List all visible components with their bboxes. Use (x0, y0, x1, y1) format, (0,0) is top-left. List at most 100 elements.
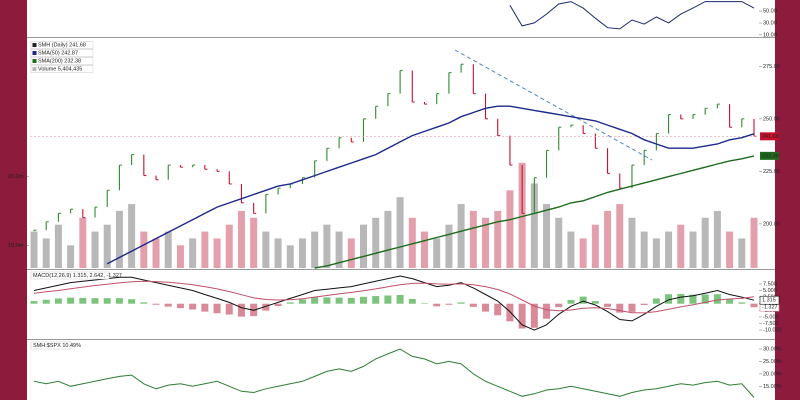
volume-bar (482, 217, 490, 268)
histogram-bar (738, 302, 746, 304)
volume-bar (640, 231, 648, 268)
volume-bar (384, 210, 392, 268)
histogram-bar (482, 303, 490, 312)
volume-bar (30, 231, 38, 268)
histogram-bar (152, 303, 160, 305)
histogram-bar (274, 303, 282, 307)
histogram-bar (213, 303, 221, 314)
volume-bar (67, 245, 75, 268)
last-price-box (760, 132, 779, 141)
histogram-bar (323, 297, 331, 304)
volume-bar (128, 204, 136, 268)
volume-bar (79, 217, 87, 268)
histogram-bar (665, 294, 673, 304)
volume-bar (213, 238, 221, 268)
volume-bar (421, 231, 429, 268)
volume-bar (189, 238, 197, 268)
histogram-bar (396, 295, 404, 304)
histogram-bar (579, 296, 587, 304)
trend-line (454, 49, 653, 161)
y-tick-label: 25.00% (763, 359, 782, 365)
volume-bar (726, 231, 734, 268)
volume-bar (225, 224, 233, 268)
y-tick-label: 200.00 (763, 221, 780, 227)
histogram-bar (616, 303, 624, 313)
y-tick-label: 20.00% (763, 371, 782, 377)
volume-bar (518, 162, 526, 268)
volume-bar (579, 238, 587, 268)
volume-bar (652, 238, 660, 268)
histogram-bar (604, 303, 612, 307)
histogram-bar (372, 296, 380, 304)
volume-bar (591, 224, 599, 268)
y-tick-label: -7.500 (763, 321, 779, 327)
histogram-bar (140, 302, 148, 304)
histogram-bar (335, 297, 343, 304)
volume-bar (445, 224, 453, 268)
histogram-bar (421, 303, 429, 304)
volume-bar (335, 231, 343, 268)
y-tick-label: 7.500 (763, 281, 777, 287)
series-line (33, 348, 755, 398)
volume-bar (665, 231, 673, 268)
histogram-bar (750, 303, 758, 308)
histogram-bar (677, 293, 685, 304)
volume-bar (237, 210, 245, 268)
series-line (509, 1, 755, 30)
histogram-bar (713, 294, 721, 304)
legend-label: SMH (Daily) 241.68 (38, 42, 86, 48)
volume-bar (530, 183, 538, 268)
volume-bar (286, 245, 294, 268)
volume-bar (262, 231, 270, 268)
series-line (106, 105, 755, 265)
series-line (33, 280, 755, 314)
panel-title: SMH:$SPX 10.49% (33, 343, 81, 349)
histogram-bar (726, 299, 734, 304)
volume-bar (433, 238, 441, 268)
legend-box (30, 49, 94, 57)
histogram-bar (445, 303, 453, 305)
volume-bar (457, 204, 465, 268)
histogram-bar (286, 302, 294, 304)
histogram-bar (189, 303, 197, 310)
volume-bar (103, 224, 111, 268)
y2-tick-label: 10.0m (8, 243, 24, 249)
legend-swatch (32, 59, 37, 63)
volume-bar (274, 238, 282, 268)
volume-bar (176, 245, 184, 268)
histogram-bar (176, 303, 184, 309)
histogram-bar (42, 299, 50, 304)
histogram-bar (30, 301, 38, 304)
volume-bar (152, 238, 160, 268)
volume-bar (91, 231, 99, 268)
panel-title-box (30, 271, 110, 280)
histogram-bar (262, 303, 270, 311)
volume-bar (494, 210, 502, 268)
legend-label: SMA(200) 232.38 (38, 58, 81, 64)
legend-box (30, 65, 94, 73)
y-tick-label: 15.00% (763, 384, 782, 390)
histogram-bar (359, 296, 367, 304)
histogram-bar (164, 303, 172, 307)
last-value-box (759, 295, 780, 305)
volume-bar (408, 217, 416, 268)
y-tick-label: -10.000 (763, 328, 782, 334)
histogram-bar (591, 301, 599, 304)
volume-bar (567, 231, 575, 268)
y2-tick-label: 20.0m (8, 174, 24, 180)
volume-bar (750, 217, 758, 268)
volume-bar (298, 238, 306, 268)
volume-bar (616, 204, 624, 268)
histogram-bar (408, 298, 416, 304)
histogram-bar (115, 298, 123, 304)
legend-swatch (32, 51, 37, 55)
volume-bar (701, 217, 709, 268)
histogram-bar (628, 303, 636, 312)
histogram-bar (128, 299, 136, 304)
histogram-bar (384, 295, 392, 304)
volume-bar (689, 231, 697, 268)
histogram-bar (506, 303, 514, 322)
histogram-bar (469, 303, 477, 307)
